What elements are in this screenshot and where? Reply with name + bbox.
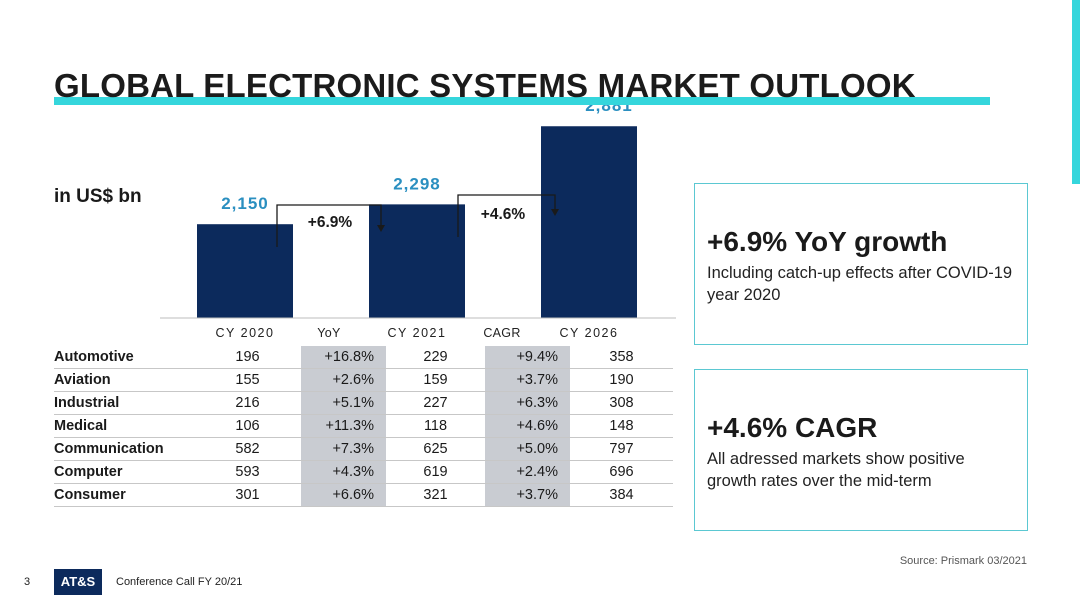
cagr-connector-arrow-icon — [551, 209, 559, 216]
cell-cy2026: 384 — [609, 487, 634, 503]
cell-cy2026: 148 — [609, 418, 634, 434]
bar-cy-2026 — [541, 126, 637, 318]
cell-yoy: +7.3% — [301, 437, 386, 461]
cagr-connector-label: +4.6% — [481, 206, 526, 223]
row-label: Industrial — [54, 395, 120, 411]
cell-cy2020: 582 — [235, 441, 260, 457]
cell-cagr: +3.7% — [485, 368, 570, 392]
cell-cy2026: 358 — [609, 349, 634, 365]
cell-yoy: +11.3% — [301, 414, 386, 438]
column-header: CY 2021 — [388, 326, 447, 340]
footer-text: Conference Call FY 20/21 — [116, 576, 243, 588]
cell-cy2026: 797 — [609, 441, 634, 457]
source-note: Source: Prismark 03/2021 — [899, 555, 1027, 567]
page-number: 3 — [24, 576, 31, 588]
yoy-growth-text: Including catch-up effects after COVID-1… — [707, 264, 1013, 304]
cell-cy2020: 216 — [235, 395, 260, 411]
cell-yoy: +2.6% — [301, 368, 386, 392]
row-label: Automotive — [54, 349, 134, 365]
cell-yoy: +4.3% — [301, 460, 386, 484]
market-table: Automotive 196 +16.8% 229 +9.4% 358 Aviation 15… — [54, 346, 673, 507]
accent-bar — [1072, 0, 1080, 184]
unit-label: in US$ bn — [54, 186, 142, 207]
cell-cy2021: 321 — [423, 487, 448, 503]
page-title: GLOBAL ELECTRONIC SYSTEMS MARKET OUTLOOK — [54, 67, 916, 104]
row-label: Medical — [54, 418, 108, 434]
cell-cy2021: 159 — [423, 372, 448, 388]
table-row: Industrial 216 +5.1% 227 +6.3% 308 — [54, 391, 673, 415]
title-block: GLOBAL ELECTRONIC SYSTEMS MARKET OUTLOOK — [54, 66, 990, 106]
title-underline — [54, 97, 990, 105]
yoy-growth-heading: +6.9% YoY growth — [707, 226, 948, 257]
bar-value-label: 2,298 — [393, 174, 441, 193]
cell-cy2021: 229 — [423, 349, 448, 365]
table-row: Computer 593 +4.3% 619 +2.4% 696 — [54, 460, 673, 484]
cagr-heading: +4.6% CAGR — [707, 412, 878, 443]
cell-cy2020: 301 — [235, 487, 260, 503]
row-label: Communication — [54, 441, 164, 457]
cell-cagr: +6.3% — [485, 391, 570, 415]
column-header: CY 2026 — [560, 326, 619, 340]
table-row: Automotive 196 +16.8% 229 +9.4% 358 — [54, 346, 673, 369]
cell-yoy: +16.8% — [301, 346, 386, 369]
cell-yoy: +6.6% — [301, 483, 386, 507]
cell-cy2020: 593 — [235, 464, 260, 480]
yoy-growth-box: +6.9% YoY growth Including catch-up effe… — [694, 183, 1028, 345]
cell-cy2020: 196 — [235, 349, 260, 365]
table-row: Consumer 301 +6.6% 321 +3.7% 384 — [54, 483, 673, 507]
column-header: CAGR — [483, 326, 520, 340]
table-row: Aviation 155 +2.6% 159 +3.7% 190 — [54, 368, 673, 392]
cell-cy2026: 696 — [609, 464, 634, 480]
cell-cy2021: 118 — [423, 418, 448, 434]
cagr-text: All adressed markets show positive growt… — [707, 450, 965, 490]
cagr-connector-line — [457, 194, 556, 237]
column-header: CY 2020 — [216, 326, 275, 340]
row-label: Computer — [54, 464, 123, 480]
bar-cy-2021 — [369, 204, 465, 318]
cell-cy2026: 308 — [609, 395, 634, 411]
yoy-connector-label: +6.9% — [308, 214, 353, 231]
cell-cagr: +3.7% — [485, 483, 570, 507]
yoy-connector-line — [276, 204, 382, 247]
cell-cagr: +2.4% — [485, 460, 570, 484]
cell-cy2020: 106 — [235, 418, 260, 434]
cell-yoy: +5.1% — [301, 391, 386, 415]
cell-cy2026: 190 — [609, 372, 634, 388]
table-row: Medical 106 +11.3% 118 +4.6% 148 — [54, 414, 673, 438]
yoy-connector-arrow-icon — [377, 225, 385, 232]
cell-cy2020: 155 — [235, 372, 260, 388]
row-label: Aviation — [54, 372, 111, 388]
cell-cagr: +4.6% — [485, 414, 570, 438]
cell-cy2021: 227 — [423, 395, 448, 411]
bar-cy-2020 — [197, 224, 293, 318]
cell-cagr: +5.0% — [485, 437, 570, 461]
table-row: Communication 582 +7.3% 625 +5.0% 797 — [54, 437, 673, 461]
cell-cagr: +9.4% — [485, 346, 570, 369]
cell-cy2021: 619 — [423, 464, 448, 480]
row-label: Consumer — [54, 487, 126, 503]
company-logo: AT&S — [54, 569, 102, 595]
column-header: YoY — [317, 326, 341, 340]
cell-cy2021: 625 — [423, 441, 448, 457]
cagr-box: +4.6% CAGR All adressed markets show pos… — [694, 369, 1028, 531]
bar-value-label: 2,150 — [221, 194, 269, 213]
